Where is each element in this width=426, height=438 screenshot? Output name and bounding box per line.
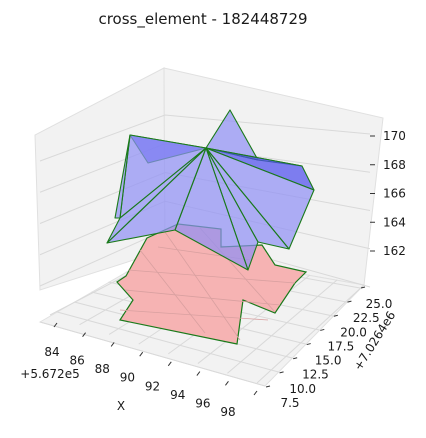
x-grid-line [256,284,365,384]
surface-layer [106,109,315,271]
chart-title: cross_element - 182448729 [98,10,307,29]
y-tick-mark [347,300,352,303]
x-tick-mark [139,351,144,357]
footprint-grid-line [164,231,241,341]
x-tick-label: 88 [95,362,110,376]
y-tick-label: 10.0 [289,382,316,396]
y-tick-mark [333,314,338,317]
x-tick-label: 92 [145,379,160,393]
x-tick-label: 94 [170,388,185,402]
axes-layer: 84868890929496987.510.012.515.017.520.02… [44,129,406,419]
footprint-grid-line [124,289,281,306]
y-tick-label: 15.0 [315,354,342,368]
y-tick-mark [279,371,284,374]
footprint-grid-line [139,249,206,334]
x-tick-mark [196,371,201,376]
x-tick-label: 98 [220,405,235,419]
footprint-grid-line [127,269,296,284]
x-tick-mark [225,380,229,386]
y-grid-line [39,321,266,387]
z-grid-line [39,114,371,162]
x-grid-line [227,279,338,374]
y-tick-label: 17.5 [327,339,354,353]
x-tick-label: 86 [70,354,85,368]
x-tick-mark [82,332,86,338]
y-tick-mark [360,286,366,289]
y-tick-label: 22.5 [353,311,380,325]
z-tick-label: 168 [383,158,406,172]
y-tick-label: 20.0 [340,325,367,339]
x-tick-mark [253,390,258,396]
footprint-grid-line [119,309,269,321]
x-tick-mark [53,322,58,328]
y-tick-label: 25.0 [366,297,393,311]
x-tick-label: 84 [44,345,59,359]
y-tick-mark [320,328,325,331]
y-tick-mark [293,357,298,360]
y-tick-mark [265,385,271,388]
x-tick-label: 90 [120,371,135,385]
surface-triangle [106,147,207,244]
surface-triangle [114,134,131,219]
z-tick-label: 170 [383,129,406,143]
z-tick-label: 164 [383,215,406,229]
y-grid-line [57,311,279,373]
y-tick-label: 7.5 [280,396,299,410]
z-tick-label: 166 [383,187,406,201]
x-tick-label: 96 [195,396,210,410]
x-tick-mark [167,361,172,367]
x-axis-label: X [117,399,125,413]
y-tick-mark [306,343,311,346]
z-tick-label: 162 [383,244,406,258]
x-tick-mark [110,342,115,347]
x-offset-label: +5.672e5 [20,367,79,381]
y-tick-label: 12.5 [302,368,329,382]
